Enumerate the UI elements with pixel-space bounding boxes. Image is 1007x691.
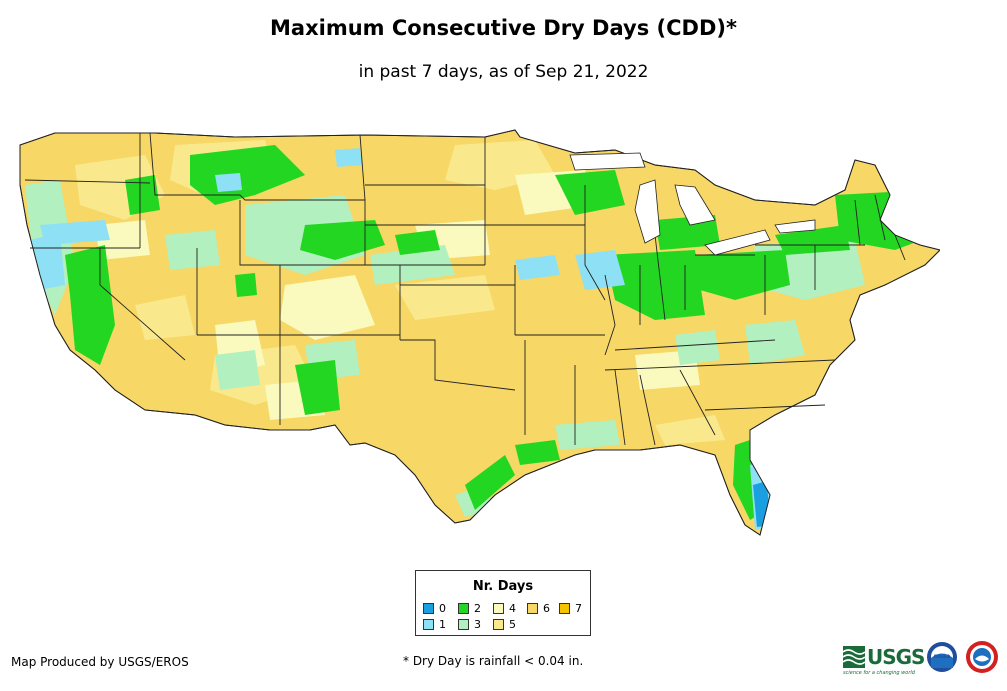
legend-label: 2 <box>474 602 481 615</box>
legend-label: 6 <box>543 602 550 615</box>
legend-swatch <box>527 603 538 614</box>
legend-title: Nr. Days <box>472 579 534 594</box>
dry-day-footnote: * Dry Day is rainfall < 0.04 in. <box>403 654 584 668</box>
map-subtitle: in past 7 days, as of Sep 21, 2022 <box>358 62 649 82</box>
usgs-wave-icon <box>843 646 865 668</box>
legend-item-7: 7 <box>559 602 582 615</box>
producer-credit: Map Produced by USGS/EROS <box>11 655 189 669</box>
legend-item-5: 5 <box>493 618 516 631</box>
usgs-tagline: science for a changing world <box>843 670 915 676</box>
legend-item-0: 0 <box>423 602 446 615</box>
legend-label: 4 <box>509 602 516 615</box>
agency-logos: USGS science for a changing world noaa <box>843 640 1003 680</box>
legend-swatch <box>493 603 504 614</box>
noaa-logo-icon: noaa <box>927 642 957 672</box>
legend-swatch <box>423 603 434 614</box>
map-title: Maximum Consecutive Dry Days (CDD)* <box>270 16 737 40</box>
legend-item-6: 6 <box>527 602 550 615</box>
legend-label: 7 <box>575 602 582 615</box>
usgs-logo: USGS <box>843 642 925 672</box>
legend-label: 5 <box>509 618 516 631</box>
legend-swatch <box>458 619 469 630</box>
legend-item-1: 1 <box>423 618 446 631</box>
legend-item-3: 3 <box>458 618 481 631</box>
legend-item-2: 2 <box>458 602 481 615</box>
nws-logo-icon <box>966 641 998 673</box>
noaa-wordmark: noaa <box>934 653 951 660</box>
legend-label: 3 <box>474 618 481 631</box>
legend-swatch <box>493 619 504 630</box>
usgs-wordmark: USGS <box>867 645 925 669</box>
legend-swatch <box>458 603 469 614</box>
legend-swatch <box>559 603 570 614</box>
legend-swatch <box>423 619 434 630</box>
great-lakes <box>569 152 816 256</box>
cdd-shading <box>25 140 940 530</box>
legend-label: 0 <box>439 602 446 615</box>
legend-item-4: 4 <box>493 602 516 615</box>
legend: Nr. Days 0 1 2 3 4 5 6 7 <box>415 570 591 636</box>
state-boundaries <box>19 129 940 536</box>
legend-label: 1 <box>439 618 446 631</box>
conus-cdd-map <box>19 129 940 536</box>
